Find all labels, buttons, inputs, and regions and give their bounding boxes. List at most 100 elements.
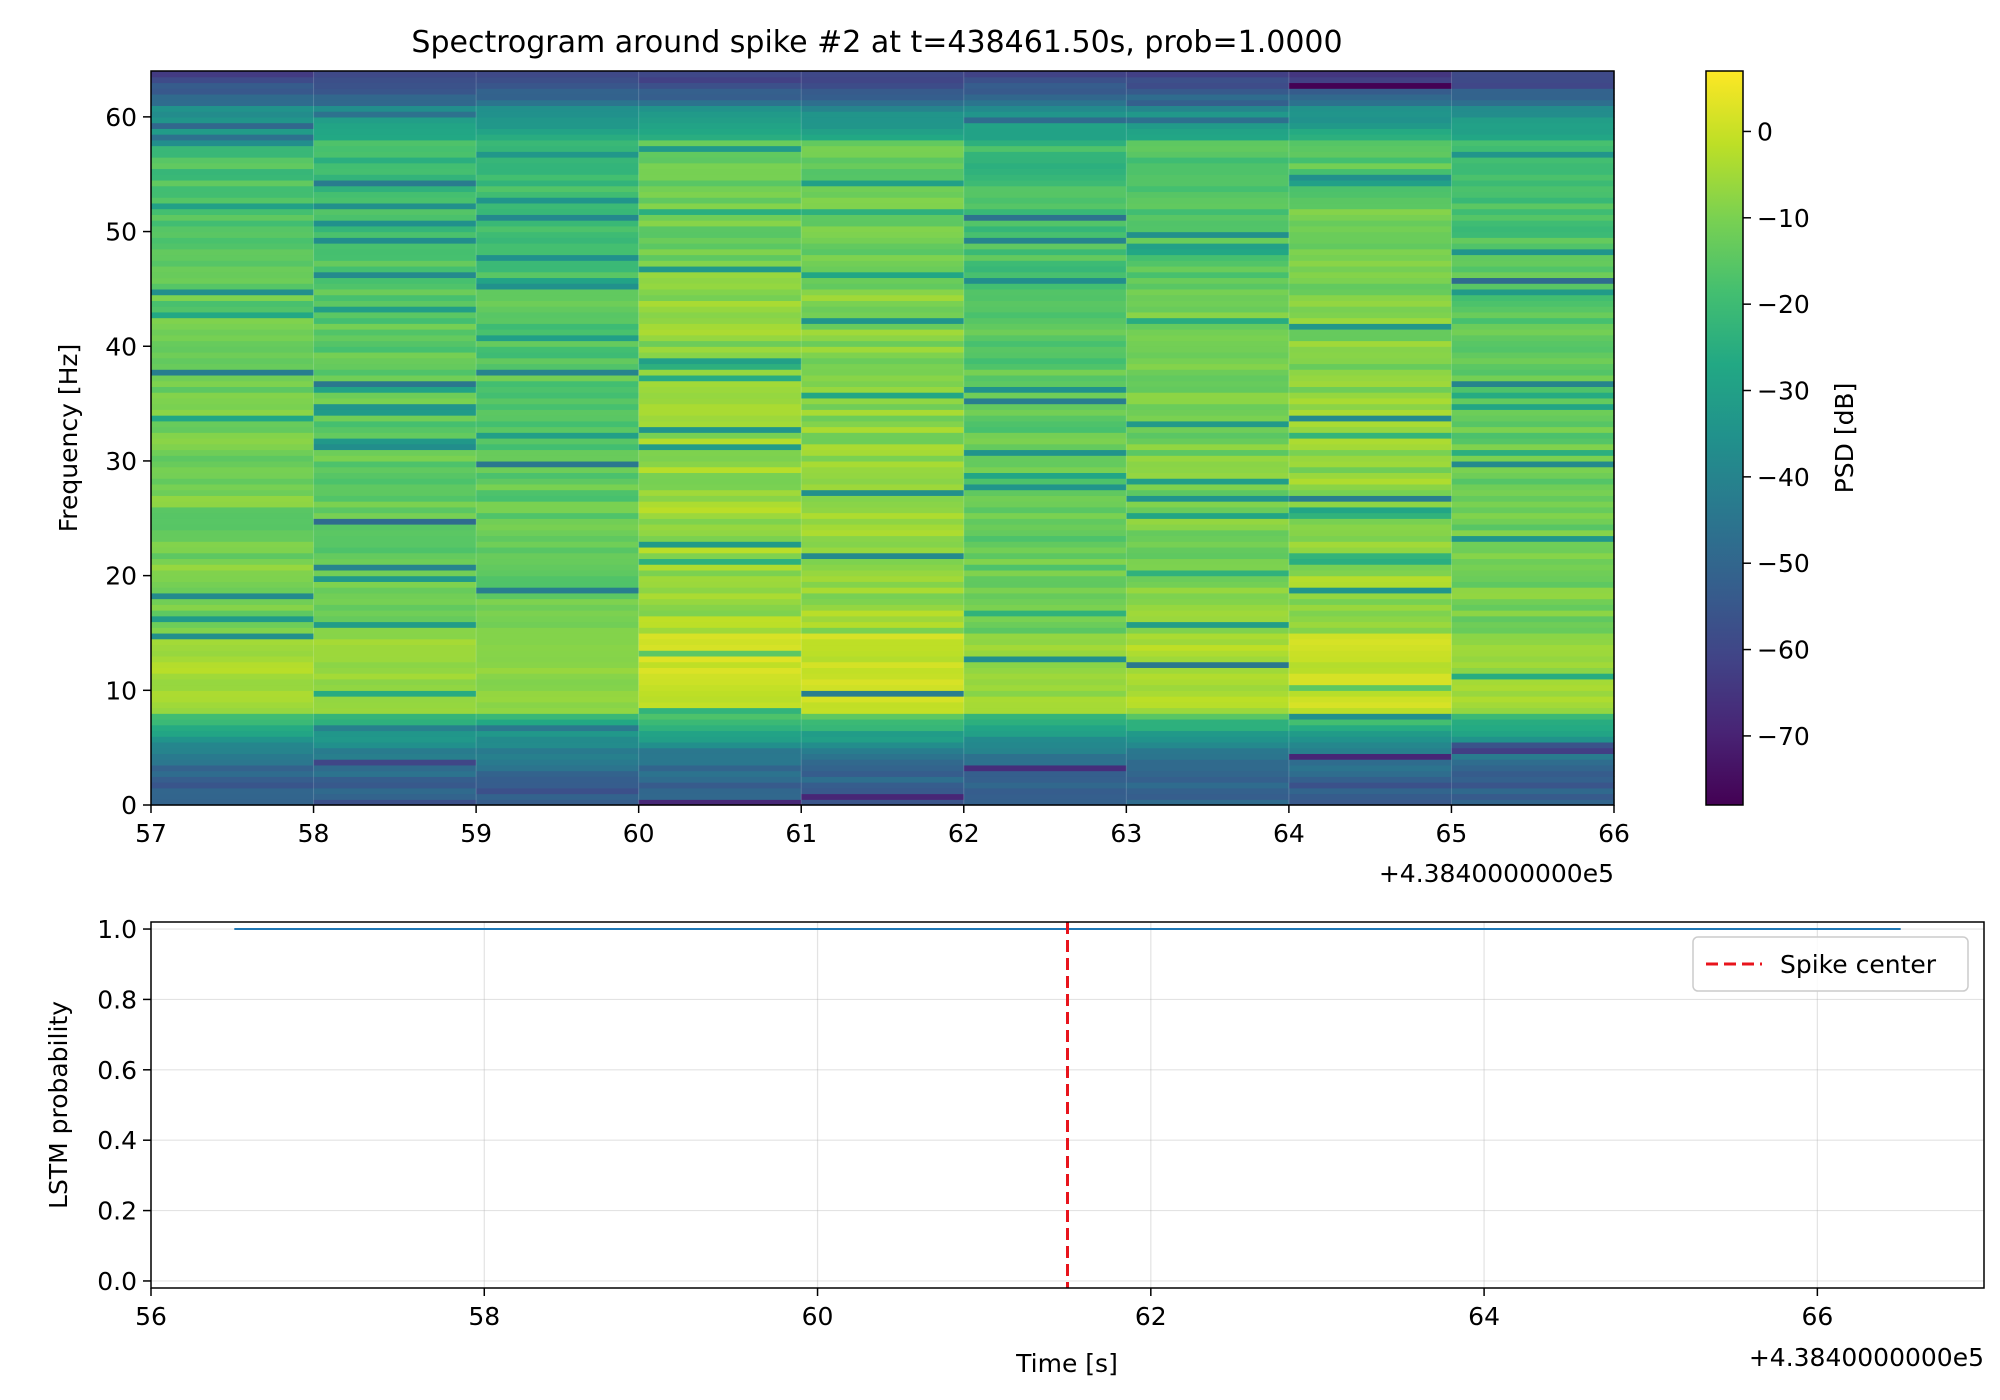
- spectrogram-cell: [151, 351, 315, 359]
- spectrogram-cell: [1288, 157, 1453, 164]
- spectrogram-cell: [638, 696, 802, 703]
- spectrogram-cell: [638, 455, 802, 462]
- spectrogram-cell: [1126, 615, 1290, 623]
- spectrogram-cell: [963, 455, 1127, 462]
- spectrogram-cell: [313, 334, 477, 342]
- spectrogram-cell: [313, 644, 477, 651]
- spectrogram-cell: [313, 185, 477, 193]
- spectrogram-cell: [963, 76, 1127, 84]
- spectrogram-cell: [476, 82, 640, 89]
- spectrogram-cell: [476, 696, 640, 703]
- spectrogram-cell: [1126, 696, 1290, 703]
- spectrogram-cell: [638, 248, 802, 256]
- spectrogram-cell: [801, 632, 965, 640]
- spectrogram-cell: [1126, 667, 1290, 674]
- spectrogram-cell: [151, 581, 315, 588]
- spectrogram-cell: [963, 627, 1127, 634]
- spectrogram-cell: [963, 501, 1127, 508]
- spectrogram-cell: [801, 759, 965, 766]
- legend-box: [1692, 936, 1969, 992]
- spectrogram-cell: [151, 587, 315, 594]
- spectrogram-cell: [151, 403, 315, 410]
- spectrogram-cell: [1451, 403, 1615, 410]
- spectrogram-cell: [476, 707, 640, 714]
- spectrogram-cell: [151, 128, 315, 135]
- colorbar-tick-label: −20: [1757, 290, 1810, 319]
- spectrogram-cell: [1451, 741, 1615, 749]
- spectrogram-cell: [1126, 529, 1290, 537]
- spectrogram-cell: [1288, 294, 1453, 301]
- spectrogram-cell: [801, 329, 965, 336]
- spectrogram-cell: [801, 741, 965, 749]
- spectrogram-cell: [963, 759, 1127, 766]
- spectrogram-cell: [1451, 455, 1615, 462]
- spectrogram-cell: [313, 105, 477, 112]
- spectrogram-cell: [1288, 587, 1453, 594]
- spectrogram-cell: [1451, 638, 1615, 646]
- spectrogram-cell: [313, 340, 477, 347]
- spectrogram-cell: [638, 82, 802, 89]
- spectrogram-cell: [638, 644, 802, 651]
- spectrogram-cell: [313, 667, 477, 674]
- spectrogram-cell: [151, 340, 315, 347]
- spectrogram-cell: [963, 438, 1127, 445]
- spectrogram-cell: [313, 764, 477, 772]
- spectrogram-cell: [1126, 426, 1290, 433]
- spectrogram-cell: [638, 753, 802, 760]
- spectrogram-cell: [801, 420, 965, 428]
- spectrogram-cell: [476, 145, 640, 152]
- spectrogram-cell: [963, 782, 1127, 789]
- spectrogram-cell: [1288, 753, 1453, 760]
- spectrogram-x-ticks: 57 58 59 60 61 62 63 64 65 66: [135, 805, 1630, 848]
- spectrogram-cell: [1451, 271, 1615, 279]
- spectrogram-cell: [1451, 357, 1615, 365]
- spectrogram-cell: [963, 426, 1127, 433]
- spectrogram-cell: [801, 661, 965, 668]
- spectrogram-cell: [963, 329, 1127, 336]
- spectrogram-cell: [1288, 552, 1453, 560]
- spectrogram-cell: [476, 220, 640, 227]
- spectrogram-cell: [476, 197, 640, 204]
- spectrogram-cell: [1288, 357, 1453, 365]
- spectrogram-cell: [963, 558, 1127, 565]
- spectrogram-cell: [638, 415, 802, 422]
- spectrogram-cell: [1126, 650, 1290, 657]
- spectrogram-cell: [151, 512, 315, 519]
- colorbar: 0 −10 −20 −30 −40 −50 −60 −70 PSD [dB]: [1705, 70, 1859, 806]
- spectrogram-cell: [1288, 529, 1453, 537]
- spectrogram-cell: [151, 506, 315, 514]
- spectrogram-cell: [1126, 787, 1290, 795]
- spectrogram-cell: [1288, 168, 1453, 175]
- spectrogram-cell: [1288, 76, 1453, 84]
- spectrogram-cell: [476, 661, 640, 668]
- spectrogram-cell: [1288, 111, 1453, 118]
- spectrogram-cell: [1451, 254, 1615, 261]
- spectrogram-cell: [476, 225, 640, 233]
- spectrogram-cell: [963, 564, 1127, 571]
- spectrogram-cell: [1451, 569, 1615, 577]
- spectrogram-cell: [151, 673, 315, 680]
- spectrogram-cell: [313, 432, 477, 439]
- spectrogram-cell: [1288, 558, 1453, 565]
- spectrogram-cell: [1126, 93, 1290, 101]
- spectrogram-cell: [1126, 260, 1290, 267]
- spectrogram-cell: [801, 392, 965, 399]
- spectrogram-cell: [151, 460, 315, 468]
- spectrogram-cell: [638, 231, 802, 238]
- spectrogram-cell: [151, 254, 315, 261]
- spectrogram-cell: [1451, 415, 1615, 422]
- spectrogram-cell: [1126, 185, 1290, 193]
- spectrogram-cell: [151, 678, 315, 686]
- spectrogram-cell: [1288, 340, 1453, 347]
- spectrogram-cell: [801, 575, 965, 582]
- spectrogram-cell: [801, 231, 965, 238]
- spectrogram-cell: [801, 541, 965, 548]
- spectrogram-cell: [638, 202, 802, 210]
- spectrogram-cell: [638, 265, 802, 273]
- spectrogram-cell: [151, 116, 315, 124]
- spectrogram-cell: [313, 564, 477, 571]
- spectrogram-cell: [963, 478, 1127, 485]
- spectrogram-cell: [1126, 759, 1290, 766]
- spectrogram-cell: [1451, 139, 1615, 147]
- spectrogram-cell: [313, 455, 477, 462]
